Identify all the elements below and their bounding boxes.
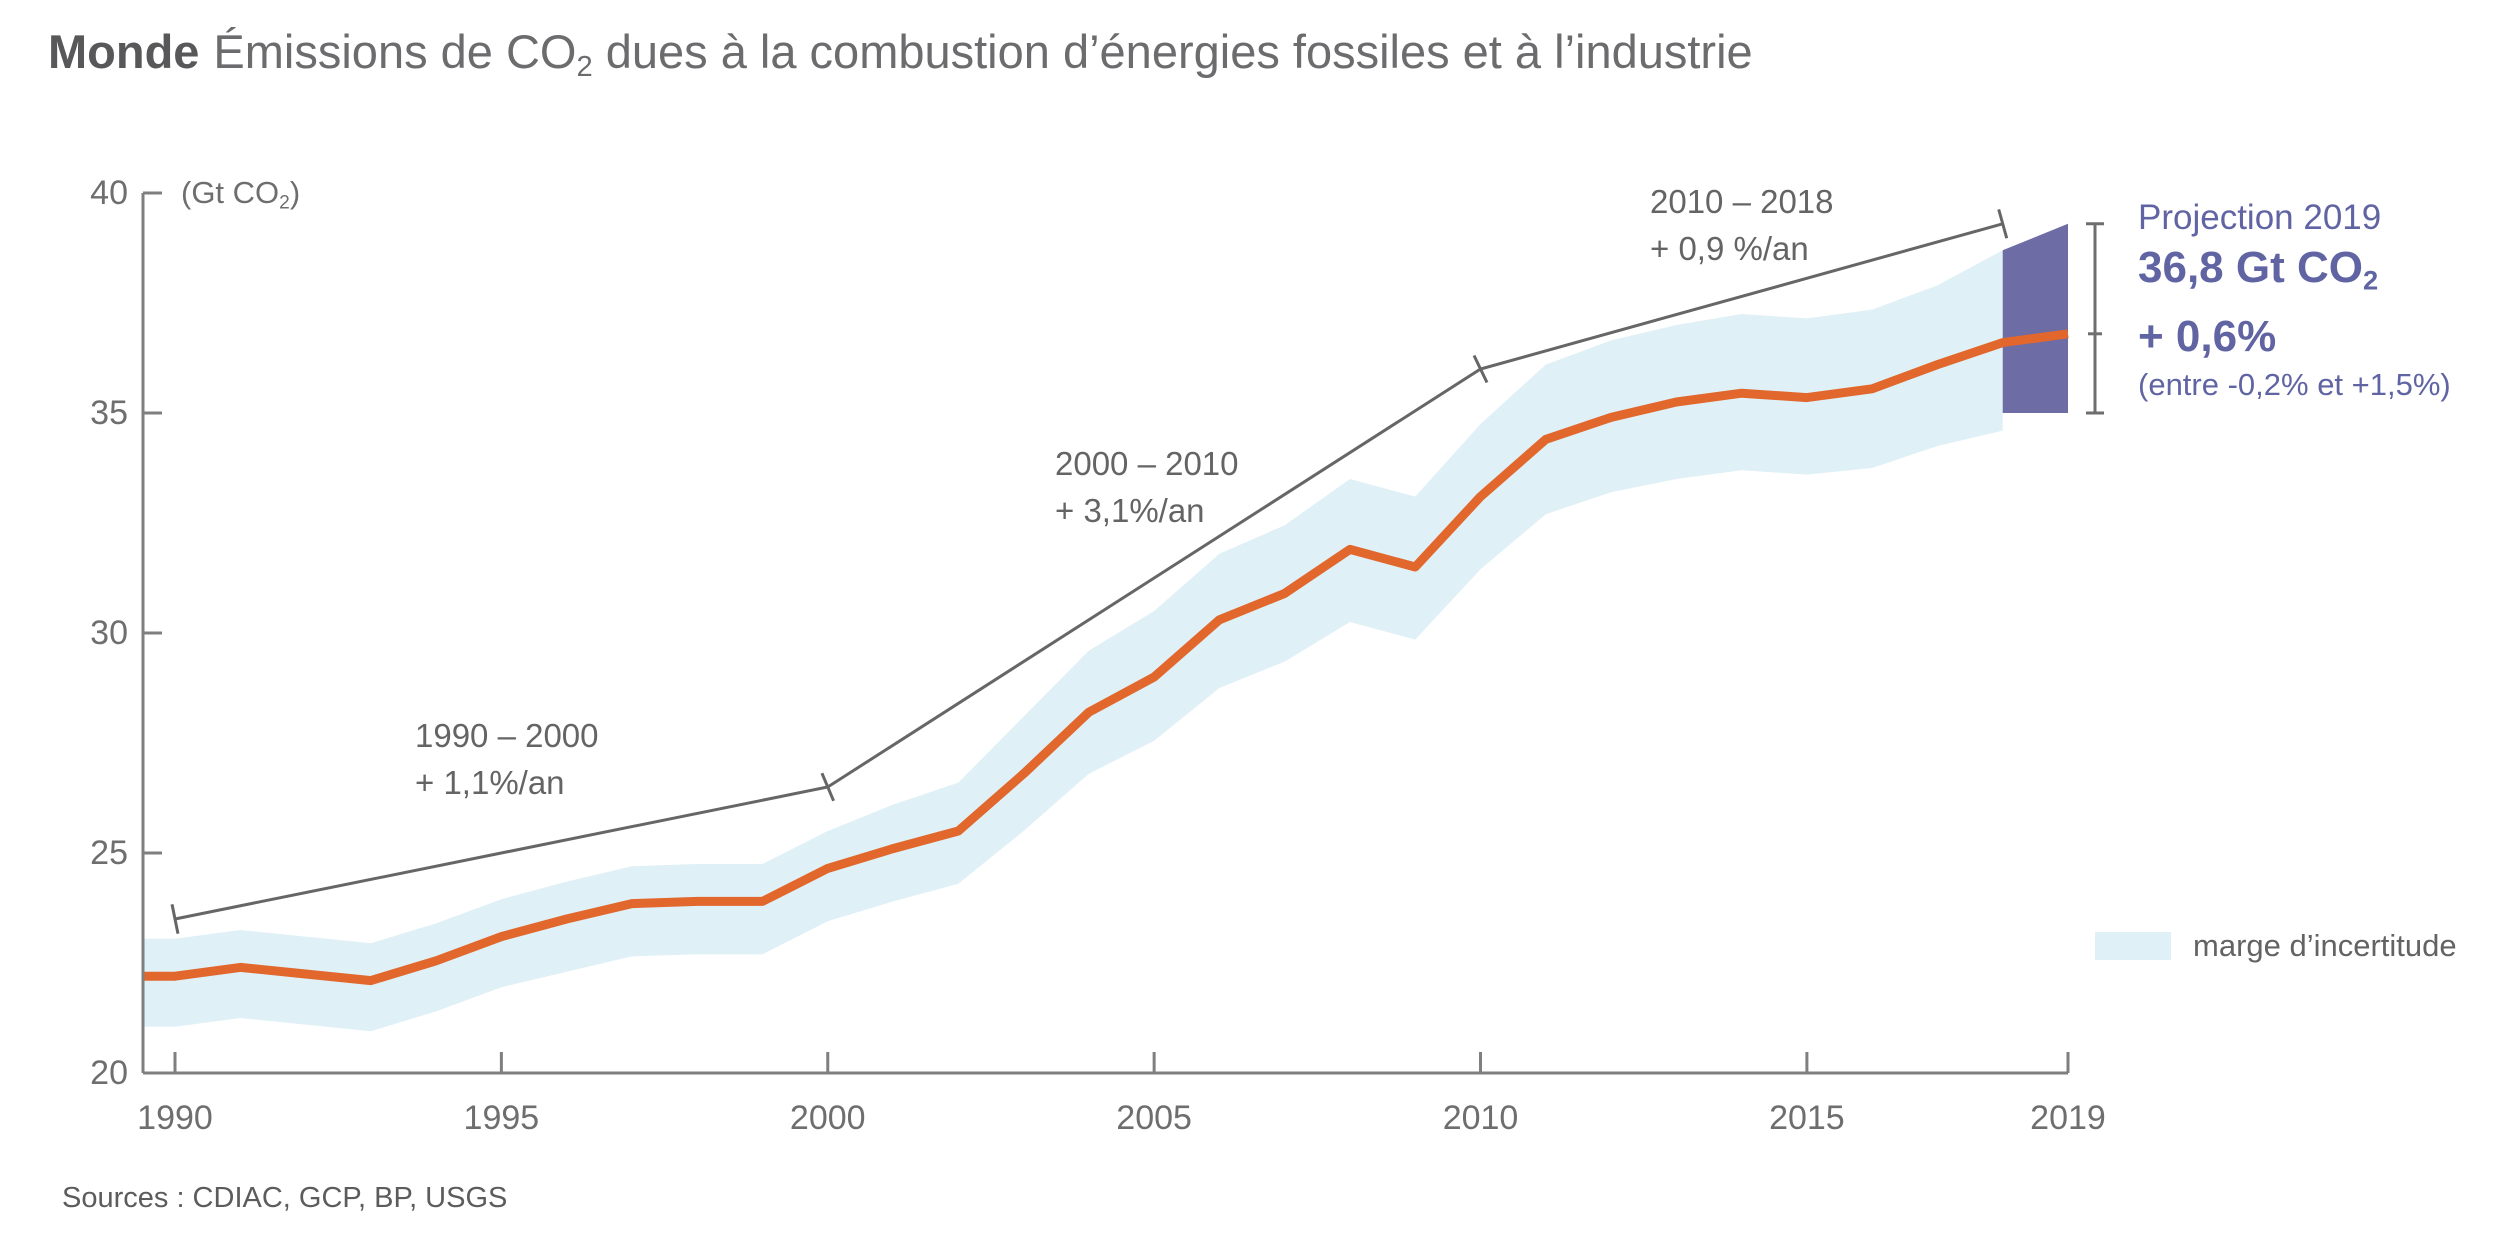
- projection-co2-subscript: 2: [2362, 264, 2379, 296]
- unit-subscript: 2: [279, 192, 290, 214]
- y-axis-unit-label: (Gt CO2): [181, 175, 301, 214]
- uncertainty-swatch: [2095, 932, 2171, 960]
- y-axis-label: 20: [90, 1054, 128, 1092]
- x-axis-label: 1995: [463, 1099, 540, 1137]
- trend-tick: [1997, 208, 2009, 239]
- trend-tick: [170, 904, 180, 934]
- legend: marge d’incertitude: [2095, 928, 2457, 964]
- annotation-rate: + 1,1%/an: [415, 764, 565, 801]
- trend-tick: [820, 772, 835, 802]
- y-axis-label: 25: [90, 834, 128, 872]
- annotation-rate: + 3,1%/an: [1055, 492, 1205, 529]
- page-title: Monde Émissions de CO2 dues à la combusti…: [48, 24, 1753, 84]
- sources-note: Sources : CDIAC, GCP, BP, USGS: [62, 1182, 508, 1214]
- annotation-period: 2010 – 2018: [1650, 183, 1834, 220]
- x-axis-label: 2010: [1442, 1099, 1519, 1137]
- y-axis-label: 30: [90, 614, 128, 652]
- projection-range-note: (entre -0,2% et +1,5%): [2138, 366, 2451, 402]
- annotation-2000-2010: 2000 – 2010 + 3,1%/an: [1055, 440, 1239, 534]
- projection-band: [2002, 223, 2068, 413]
- title-text-post: dues à la combustion d’énergies fossiles…: [592, 25, 1753, 78]
- y-axis-label: 35: [90, 394, 128, 432]
- x-axis-label: 1990: [137, 1099, 213, 1137]
- annotation-period: 1990 – 2000: [415, 717, 599, 754]
- unit-pre: (Gt CO: [181, 175, 280, 210]
- y-axis-label: 40: [90, 174, 128, 212]
- title-region: Monde: [48, 25, 200, 78]
- projection-label: Projection 2019: [2138, 198, 2382, 237]
- annotation-1990-2000: 1990 – 2000 + 1,1%/an: [415, 712, 599, 806]
- projection-value-text: 36,8 Gt CO: [2138, 243, 2363, 292]
- x-axis-label: 2000: [789, 1099, 866, 1137]
- title-text-pre: Émissions de CO: [213, 25, 577, 78]
- emissions-line: [143, 329, 2069, 986]
- legend-label: marge d’incertitude: [2193, 928, 2457, 963]
- projection-2019-callout: Projection 2019 36,8 Gt CO2 + 0,6% (entr…: [2138, 196, 2451, 405]
- x-axis-label: 2015: [1769, 1099, 1845, 1137]
- title-co2-subscript: 2: [576, 51, 593, 84]
- x-axis-label: 2005: [1116, 1099, 1192, 1137]
- projection-value: 36,8 Gt CO2: [2138, 240, 2451, 309]
- annotation-period: 2000 – 2010: [1055, 445, 1239, 482]
- annotation-rate: + 0,9 %/an: [1650, 230, 1809, 267]
- unit-post: ): [289, 175, 301, 210]
- projection-growth: + 0,6%: [2138, 311, 2277, 361]
- trend-polyline: [174, 222, 2004, 921]
- x-axis-label: 2019: [2030, 1099, 2106, 1137]
- uncertainty-band: [143, 250, 2003, 1032]
- trend-tick: [1472, 354, 1489, 384]
- annotation-2010-2018: 2010 – 2018 + 0,9 %/an: [1650, 178, 1834, 272]
